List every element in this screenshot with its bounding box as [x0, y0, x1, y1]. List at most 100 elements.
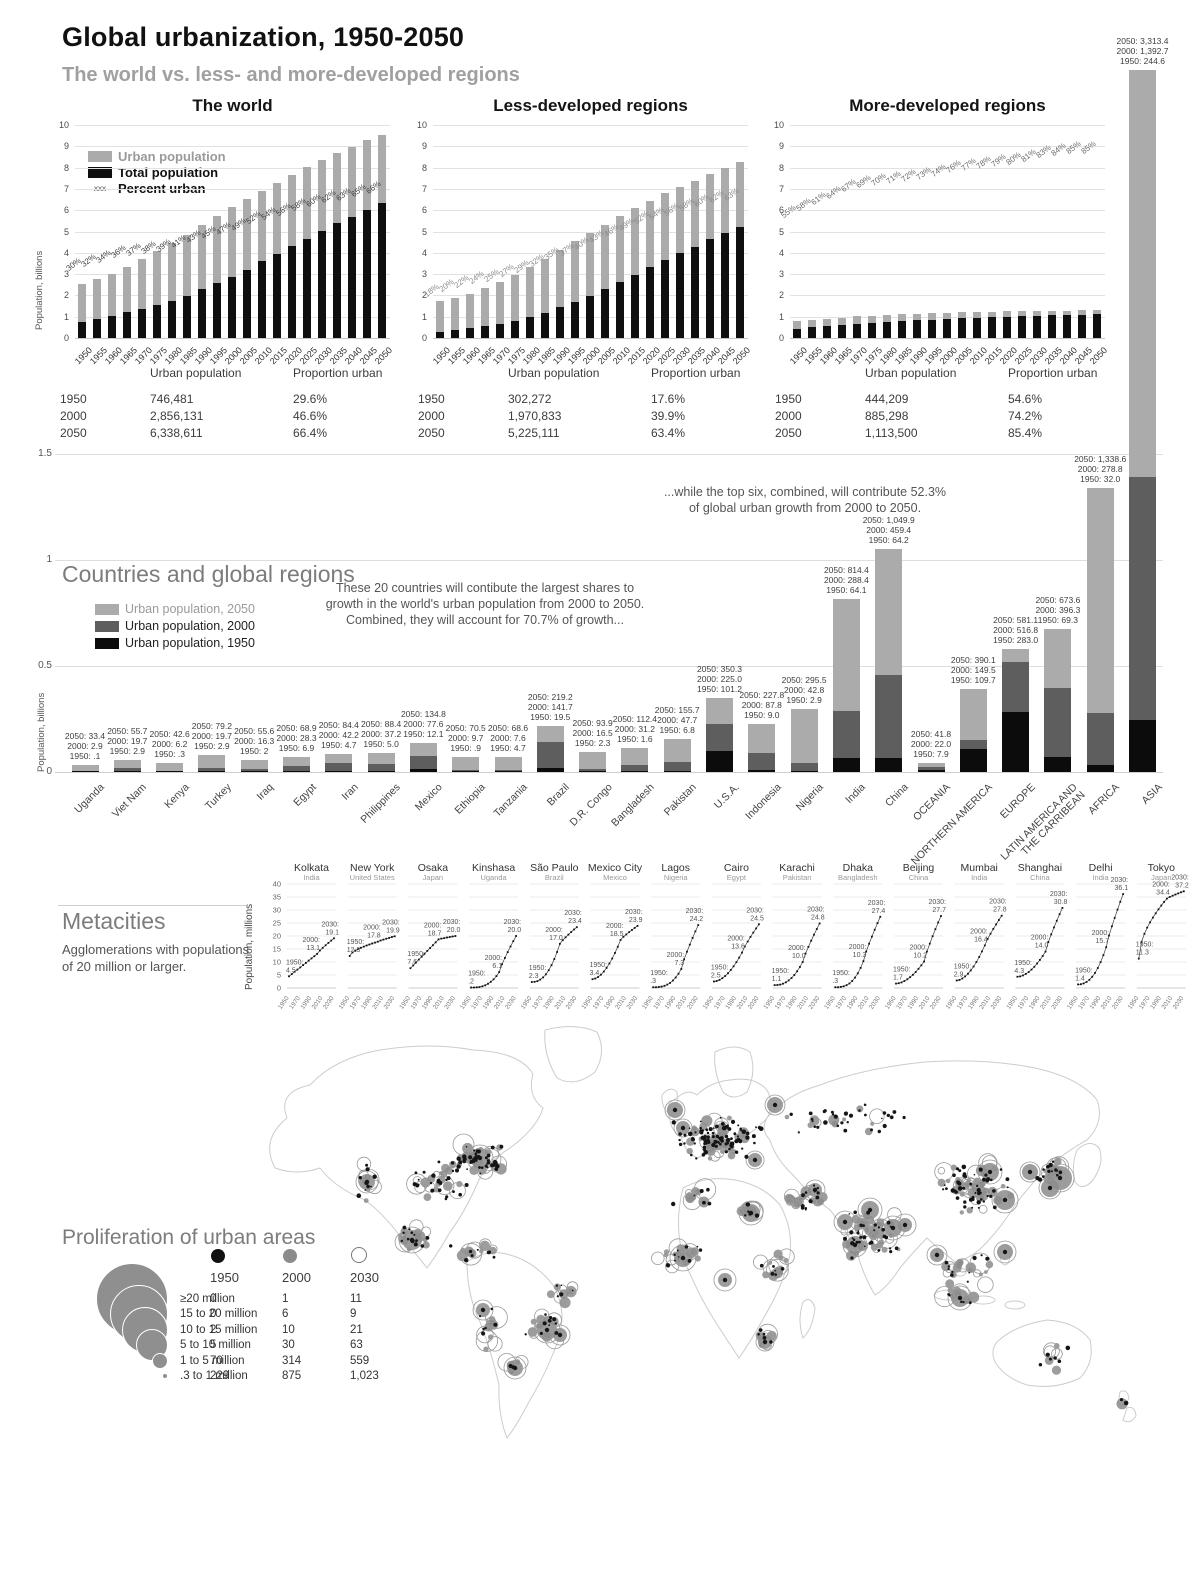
data-point	[533, 980, 536, 983]
point-label: 2000: 10.2	[909, 944, 927, 959]
bar-urban-population	[466, 328, 474, 338]
point-label: 2030: 23.9	[625, 909, 643, 924]
bar-urban-1950	[156, 771, 184, 772]
y-tick-label: 40	[273, 880, 281, 889]
y-tick-label: 4	[421, 247, 427, 258]
table-cell-proportion: 63.4%	[651, 426, 686, 440]
data-point	[758, 923, 760, 926]
data-point	[501, 963, 503, 966]
data-point	[391, 936, 393, 938]
data-point	[859, 967, 862, 969]
data-point	[906, 978, 909, 981]
legend-size-circle	[162, 1373, 168, 1379]
year-dot-2000	[283, 1249, 297, 1263]
y-tick-label: 10	[773, 120, 784, 130]
city-name: Lagos	[661, 862, 690, 874]
data-point	[793, 974, 796, 976]
data-point	[437, 938, 440, 941]
legend-urban-1950: Urban population, 1950	[95, 636, 255, 650]
data-point	[967, 972, 969, 975]
data-point	[371, 942, 374, 945]
bar-urban-2000	[621, 765, 649, 772]
city-country: India	[971, 873, 988, 882]
percent-urban-label: 22%	[452, 273, 471, 291]
data-point	[1111, 925, 1113, 928]
city-country: India	[303, 873, 320, 882]
legend-count-value: 559	[350, 1354, 370, 1367]
data-point	[1108, 934, 1110, 937]
bar-urban-population	[883, 321, 891, 338]
bar-urban-1950	[579, 771, 607, 772]
legend-swatch-total	[88, 167, 112, 178]
y-tick-label: 3	[63, 269, 69, 280]
bar-urban-population	[273, 254, 281, 338]
legend-size-label: .3 to 1 million	[180, 1370, 248, 1382]
bar-urban-population	[943, 319, 951, 338]
data-point	[920, 964, 923, 967]
data-point	[981, 950, 983, 953]
legend-size-label: 10 to 15 million	[180, 1323, 258, 1336]
bar-value-labels: 2050: 1,338.6 2000: 278.8 1950: 32.0	[1074, 454, 1127, 485]
bar-urban-population	[496, 323, 504, 338]
gridline	[433, 167, 748, 169]
gridline	[790, 167, 1105, 169]
data-point	[616, 945, 619, 948]
bar-urban-population	[1048, 315, 1056, 338]
table-cell-year: 1950	[418, 392, 445, 406]
data-point	[732, 965, 735, 968]
data-point	[801, 961, 804, 963]
point-label: 2030: 24.5	[746, 907, 764, 922]
city-country: Nigeria	[664, 873, 689, 882]
gridline	[790, 252, 1105, 254]
data-point	[487, 982, 489, 985]
data-point	[550, 964, 553, 967]
bar-total-population	[198, 224, 206, 338]
legend-count-value: 229	[210, 1370, 230, 1382]
bar-total-population	[93, 279, 101, 338]
y-tick-label: 15	[273, 945, 281, 954]
data-point	[559, 942, 561, 945]
gridline	[75, 125, 390, 126]
data-point	[1160, 904, 1163, 907]
data-point	[1171, 894, 1174, 897]
bar-urban-population	[78, 321, 86, 338]
y-tick-label: 4	[63, 247, 69, 258]
bar-urban-2000	[409, 755, 437, 772]
data-point	[446, 936, 448, 939]
y-tick-label: 10	[58, 120, 69, 130]
bar-urban-population	[586, 296, 594, 338]
legend-size-label: 5 to 10 million	[180, 1339, 251, 1352]
table-cell-year: 2050	[775, 426, 802, 440]
point-label: 2000: 13.1	[302, 937, 320, 952]
gridline	[790, 210, 1105, 212]
bar-urban-2000	[663, 761, 691, 772]
table-header-urban: Urban population	[508, 366, 600, 380]
bar-value-labels: 2050: 673.6 2000: 396.3 1950: 69.3	[1035, 595, 1081, 626]
bar-urban-population	[228, 277, 236, 338]
metacities-description: Agglomerations with populations of 20 mi…	[62, 942, 250, 974]
data-point	[573, 928, 575, 931]
legend-swatch-percent: xxx	[88, 184, 112, 193]
y-tick-label: 9	[421, 141, 427, 152]
year-dot-2030	[351, 1247, 367, 1263]
bar-urban-1950	[1129, 720, 1156, 772]
data-point	[420, 955, 423, 958]
gridline	[75, 146, 390, 148]
bar-urban-population	[183, 295, 191, 338]
bar-urban-population	[1018, 316, 1026, 338]
bar-urban-population	[93, 319, 101, 338]
city-bubbles-1950	[356, 1102, 1129, 1406]
legend-count-value: 1	[282, 1293, 289, 1305]
data-point	[591, 978, 594, 981]
data-point	[319, 949, 321, 952]
legend-count-value: 10	[282, 1323, 295, 1336]
bar-urban-population	[333, 223, 341, 338]
legend-urban-population: Urban population	[88, 149, 226, 164]
point-label: 2000: 10.0	[788, 945, 806, 960]
table-cell-year: 1950	[775, 392, 802, 406]
data-point	[290, 973, 293, 975]
data-point	[619, 939, 622, 941]
bar-urban-population	[736, 226, 744, 338]
data-point	[787, 979, 790, 982]
bar-urban-population	[958, 318, 966, 338]
